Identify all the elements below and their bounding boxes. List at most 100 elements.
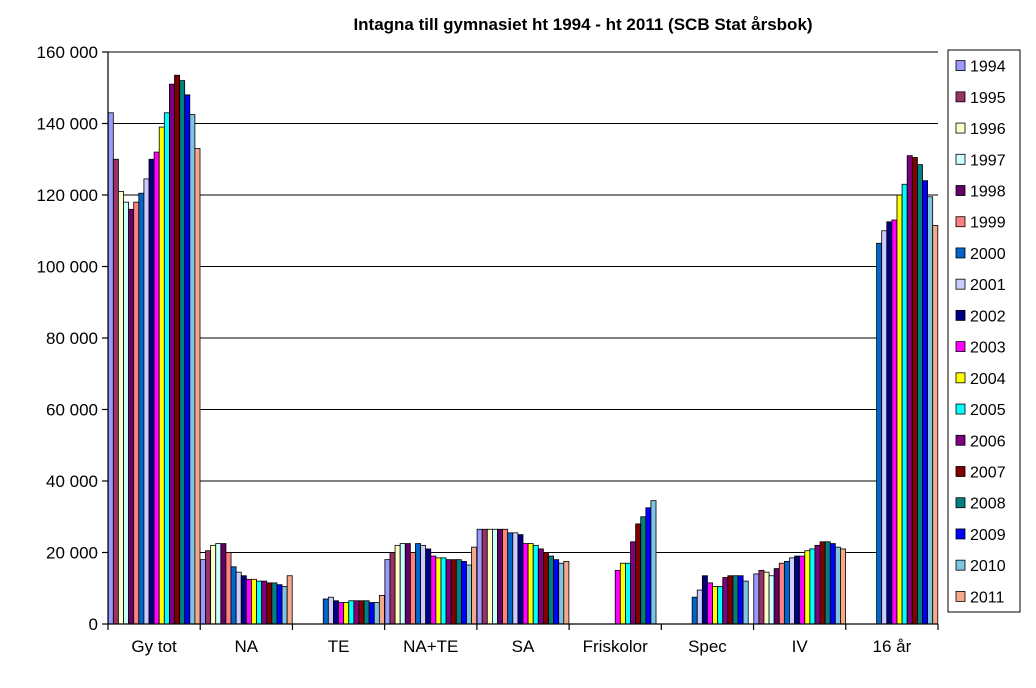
- bar-2011-4: [563, 561, 570, 625]
- bar-2009-7: [829, 543, 836, 625]
- bar-1996-3: [394, 544, 401, 625]
- legend-swatch: [955, 278, 966, 290]
- bar-2001-6: [696, 589, 703, 625]
- bar-2001-2: [327, 596, 334, 625]
- bar-2006-3: [445, 559, 452, 625]
- bar-2004-4: [527, 543, 534, 625]
- bar-2001-7: [789, 557, 795, 625]
- x-tick-label: Gy tot: [131, 637, 177, 656]
- bar-2002-8: [886, 221, 893, 625]
- bar-2007-7: [819, 541, 826, 625]
- bar-2008-3: [455, 559, 462, 625]
- bar-2006-0: [169, 83, 175, 625]
- bar-2005-4: [532, 544, 539, 625]
- bar-2003-2: [338, 602, 345, 625]
- bar-2002-6: [701, 575, 708, 625]
- bar-2003-0: [153, 151, 160, 625]
- legend-label: 1998: [970, 184, 1006, 201]
- bar-2010-1: [281, 586, 288, 625]
- bar-2007-4: [543, 552, 549, 625]
- bar-2002-4: [517, 534, 524, 625]
- bar-2004-6: [712, 586, 719, 625]
- bar-2007-1: [266, 582, 273, 625]
- bar-2009-5: [645, 507, 652, 625]
- bar-2002-2: [333, 600, 339, 625]
- x-tick-label: IV: [792, 637, 809, 656]
- bar-2007-0: [174, 74, 181, 625]
- legend-label: 2007: [970, 465, 1006, 482]
- bar-2011-3: [471, 546, 478, 625]
- y-tick-label: 20 000: [46, 544, 98, 563]
- x-tick-label: Spec: [688, 637, 727, 656]
- bar-2011-0: [194, 148, 201, 625]
- bar-2000-6: [691, 596, 698, 625]
- bar-2007-8: [911, 157, 918, 625]
- bar-2003-6: [707, 582, 713, 625]
- bar-2005-3: [440, 557, 447, 625]
- y-tick-label: 100 000: [37, 258, 98, 277]
- bar-2004-1: [251, 578, 257, 625]
- y-tick-label: 40 000: [46, 472, 98, 491]
- bar-2004-0: [158, 126, 165, 625]
- legend-label: 1996: [970, 121, 1006, 138]
- x-tick-label: NA+TE: [403, 637, 458, 656]
- bar-2005-5: [625, 562, 631, 625]
- bar-2005-6: [717, 586, 724, 625]
- legend-label: 2004: [970, 371, 1006, 388]
- bar-2009-0: [184, 94, 191, 625]
- bar-2011-2: [378, 595, 385, 625]
- bar-2005-2: [348, 600, 355, 625]
- bar-2011-1: [286, 575, 293, 625]
- x-tick-label: TE: [328, 637, 350, 656]
- y-tick-label: 160 000: [37, 43, 98, 62]
- legend-swatch: [955, 528, 966, 540]
- legend-label: 1994: [970, 59, 1006, 76]
- bar-2006-2: [353, 600, 360, 625]
- bar-1995-0: [112, 158, 119, 625]
- bar-1998-4: [497, 528, 503, 625]
- bar-2003-5: [614, 569, 621, 625]
- bar-2008-6: [732, 575, 739, 625]
- bar-1996-4: [486, 528, 493, 625]
- legend-swatch: [955, 185, 966, 196]
- bar-2004-2: [343, 602, 350, 625]
- x-tick-label: NA: [235, 637, 259, 656]
- bar-2005-1: [256, 580, 263, 625]
- bar-1999-7: [778, 562, 785, 625]
- bar-2003-7: [799, 555, 806, 625]
- bar-2007-3: [450, 559, 457, 625]
- bar-2011-8: [932, 224, 939, 625]
- bar-2010-2: [373, 602, 380, 625]
- gridlines: [108, 51, 938, 553]
- legend-label: 2003: [970, 340, 1006, 357]
- legend-swatch: [955, 372, 966, 384]
- legend-swatch: [955, 309, 966, 321]
- bar-1999-4: [502, 528, 509, 625]
- bar-1995-4: [481, 528, 488, 625]
- bar-2001-0: [143, 178, 150, 625]
- bar-1995-3: [389, 552, 396, 625]
- bar-2008-0: [179, 80, 186, 625]
- legend-label: 2006: [970, 433, 1006, 450]
- bar-2004-7: [804, 550, 811, 625]
- legend-swatch: [955, 247, 966, 259]
- bar-2002-1: [240, 575, 247, 625]
- bar-2010-0: [189, 114, 196, 625]
- bar-2007-6: [727, 575, 734, 625]
- bar-2008-4: [548, 555, 554, 625]
- bar-2009-8: [922, 180, 928, 625]
- bar-2000-4: [507, 532, 514, 625]
- legend-swatch: [955, 122, 966, 134]
- bar-1998-0: [128, 208, 135, 625]
- bar-2001-1: [235, 571, 242, 625]
- bar-2009-2: [368, 602, 375, 625]
- bar-2009-1: [276, 584, 283, 625]
- bar-2001-8: [881, 230, 888, 625]
- bar-2010-8: [927, 196, 934, 625]
- bar-2011-7: [840, 548, 846, 625]
- bar-2008-5: [640, 516, 647, 625]
- legend-label: 2009: [970, 527, 1006, 544]
- legend-label: 1995: [970, 90, 1006, 107]
- bar-1994-7: [753, 573, 760, 625]
- bar-2006-8: [906, 155, 913, 625]
